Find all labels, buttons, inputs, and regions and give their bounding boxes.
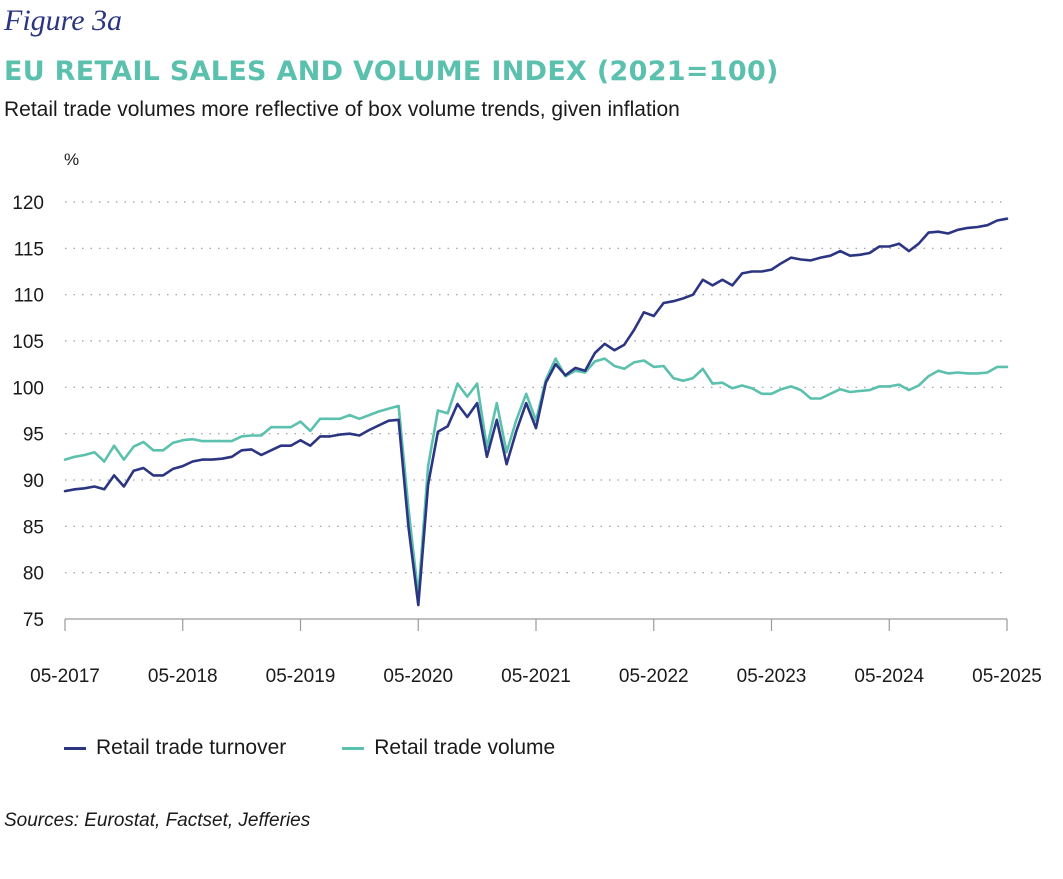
y-tick-label-100: 100 <box>12 378 44 399</box>
legend-swatch-volume <box>342 746 365 750</box>
x-tick-label-05-2017: 05-2017 <box>30 666 100 687</box>
x-tick-label-05-2022: 05-2022 <box>619 666 689 687</box>
y-axis-ticks: 75 80 85 90 95 100 105 110 115 120 <box>12 193 44 631</box>
legend-swatch-turnover <box>64 746 86 750</box>
series-lines <box>63 217 1009 607</box>
x-axis: 05-2017 05-2018 05-2019 05-2020 05-2021 05-20… <box>30 618 1042 687</box>
series-line-retail-trade-volume <box>63 357 1009 598</box>
y-tick-label-95: 95 <box>23 425 44 446</box>
y-tick-label-115: 115 <box>14 239 44 260</box>
x-tick-label-05-2023: 05-2023 <box>737 666 807 687</box>
x-tick-label-05-2019: 05-2019 <box>266 666 336 687</box>
x-tick-label-05-2021: 05-2021 <box>501 666 571 687</box>
legend-item-volume: Retail trade volume <box>342 736 555 760</box>
x-tick-label-05-2020: 05-2020 <box>383 666 453 687</box>
y-tick-label-85: 85 <box>23 517 44 538</box>
y-tick-label-90: 90 <box>23 471 44 492</box>
figure-label: Figure 3a <box>4 4 123 37</box>
y-tick-label-110: 110 <box>14 286 44 307</box>
y-tick-label-80: 80 <box>23 564 44 585</box>
source-note: Sources: Eurostat, Factset, Jefferies <box>4 810 311 831</box>
legend-label-turnover: Retail trade turnover <box>96 736 287 759</box>
chart-subtitle: Retail trade volumes more reflective of … <box>4 98 680 121</box>
legend-label-volume: Retail trade volume <box>374 736 556 759</box>
y-axis-unit: % <box>64 150 80 169</box>
x-tick-label-05-2024: 05-2024 <box>854 666 924 687</box>
x-tick-label-05-2018: 05-2018 <box>148 666 218 687</box>
y-tick-label-120: 120 <box>12 193 44 214</box>
legend: Retail trade turnover Retail trade volum… <box>64 736 555 760</box>
gridlines <box>65 201 1007 574</box>
x-tick-label-05-2025: 05-2025 <box>972 666 1042 687</box>
chart-title: EU RETAIL SALES AND VOLUME INDEX (2021=1… <box>4 56 779 87</box>
legend-item-turnover: Retail trade turnover <box>64 736 286 760</box>
y-tick-label-75: 75 <box>23 610 44 631</box>
y-tick-label-105: 105 <box>12 332 44 353</box>
series-line-retail-trade-turnover <box>63 217 1009 607</box>
